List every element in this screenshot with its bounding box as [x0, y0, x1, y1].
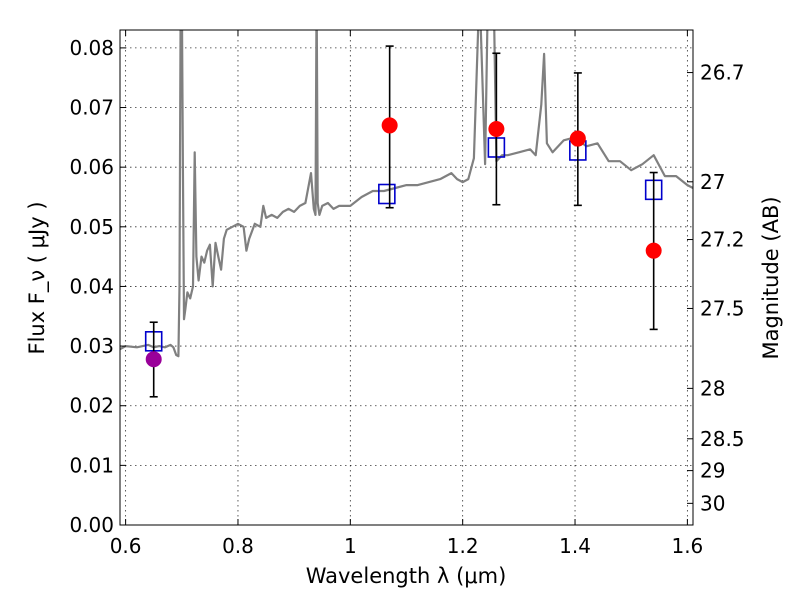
x-tick-label: 1.4: [559, 534, 591, 558]
x-tick-label: 0.8: [222, 534, 254, 558]
photometry-point-red: [569, 130, 586, 147]
y-tick-label: 0.07: [69, 96, 114, 120]
photometry-point-red: [488, 121, 505, 137]
photometry-point-red: [381, 117, 398, 134]
model-square-marker: [378, 183, 396, 205]
x-axis-label: Wavelength λ (μm): [306, 564, 507, 588]
x-tick-label: 0.6: [110, 534, 142, 558]
y-tick-label: 0.03: [69, 334, 114, 358]
y-tick-label: 0.01: [69, 453, 114, 477]
right-tick-label: 26.7: [700, 61, 745, 85]
error-bar-layer: [144, 45, 663, 398]
plot-frame: [119, 29, 694, 526]
right-axis-label: Magnitude (AB): [759, 196, 783, 359]
right-tick-label: 29: [700, 459, 725, 483]
y-axis-label: Flux F_ν ( μJy ): [25, 201, 50, 354]
grid-lines: [120, 30, 693, 526]
y-tick-label: 0.02: [69, 394, 114, 418]
right-tick-label: 27.2: [700, 228, 745, 252]
right-tick-label: 27.5: [700, 296, 745, 320]
right-tick-label: 28.5: [700, 427, 745, 451]
right-tick-label: 30: [700, 491, 725, 515]
data-layer: [120, 30, 693, 358]
x-tick-label: 1: [344, 534, 357, 558]
right-tick-label: 27: [700, 170, 725, 194]
y-tick-label: 0.06: [69, 155, 114, 179]
tick-labels: 0.6 0.8 1 1.2 1.4 1.6 0.00 0.01 0.02 0.03 0.04 0.05…: [69, 36, 744, 558]
right-tick-label: 28: [700, 376, 725, 400]
spectrum-line: [120, 30, 693, 358]
plot-background: [120, 30, 693, 525]
x-tick-label: 1.2: [447, 534, 479, 558]
photometry-point-red: [645, 242, 662, 259]
y-tick-label: 0.08: [69, 36, 114, 60]
y-tick-label: 0.00: [69, 513, 114, 537]
photometry-point-purple: [145, 351, 162, 368]
tick-marks: [120, 30, 693, 526]
y-tick-label: 0.04: [69, 274, 114, 298]
x-tick-label: 1.6: [671, 534, 703, 558]
y-tick-label: 0.05: [69, 215, 114, 239]
